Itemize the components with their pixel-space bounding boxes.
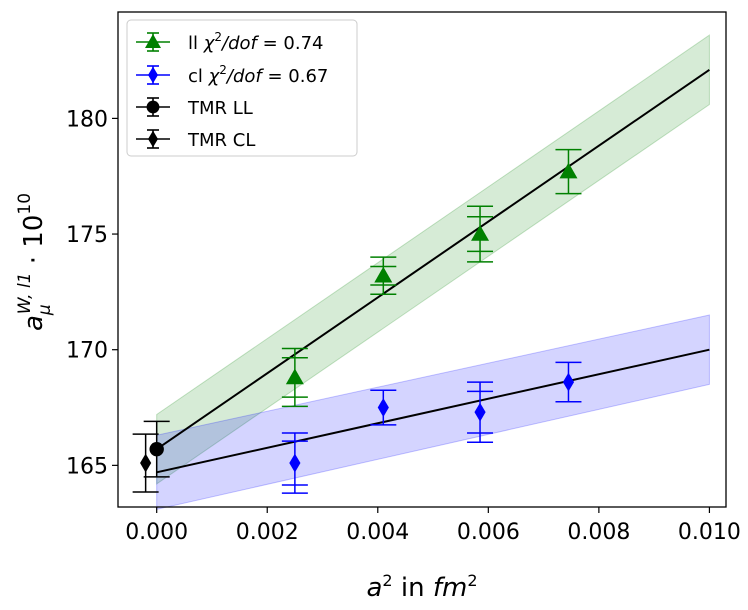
- fit-lines: [156, 69, 710, 474]
- ll-fit-line: [156, 69, 710, 450]
- y-tick-label: 175: [66, 223, 108, 248]
- plot-frame: [117, 11, 727, 508]
- y-tick-label: 170: [66, 339, 108, 364]
- ll-point-0: [285, 368, 304, 385]
- y-tick-label: 180: [66, 107, 108, 132]
- legend-marker-1: [148, 66, 158, 84]
- x-tick-label: 0.008: [567, 520, 630, 545]
- cl-point-2: [474, 402, 486, 422]
- cl-fit-line: [156, 348, 710, 474]
- cl-point-1: [377, 398, 389, 417]
- legend-marker-0: [145, 34, 161, 48]
- legend-label-2: TMR LL: [187, 98, 253, 119]
- data-points: [132, 148, 582, 494]
- y-axis-ticks: 165 170 175 180: [66, 107, 118, 479]
- x-tick-label: 0.004: [346, 520, 409, 545]
- ll-point-2: [471, 225, 490, 241]
- legend-label-0: ll χ2/dof = 0.74: [188, 30, 323, 54]
- legend-marker-3: [148, 130, 158, 148]
- x-tick-label: 0.002: [236, 520, 299, 545]
- x-tick-label: 0.006: [457, 520, 520, 545]
- legend-marker-2: [146, 100, 160, 114]
- x-tick-label: 0.000: [125, 520, 188, 545]
- cl-point-3: [562, 372, 575, 392]
- x-tick-label: 0.010: [678, 520, 741, 545]
- x-axis-ticks: 0.000 0.002 0.004 0.006 0.008 0.010: [125, 507, 741, 545]
- legend: ll χ2/dof = 0.74 cl χ2/dof = 0.67 TMR LL TM…: [126, 19, 358, 157]
- y-tick-label: 165: [66, 454, 108, 479]
- ll-point-1: [374, 266, 393, 283]
- legend-box: [126, 19, 358, 157]
- y-axis-label: aμW, l1 · 1010: [15, 193, 55, 331]
- legend-label-1: cl χ2/dof = 0.67: [188, 63, 328, 87]
- tmr_ll-point-0: [149, 441, 164, 457]
- tmr_cl-point-0: [140, 453, 152, 473]
- ll-point-3: [559, 162, 578, 179]
- legend-label-3: TMR CL: [187, 130, 255, 151]
- x-axis-label: a2 in fm2: [366, 571, 477, 603]
- cl-point-0: [289, 453, 301, 473]
